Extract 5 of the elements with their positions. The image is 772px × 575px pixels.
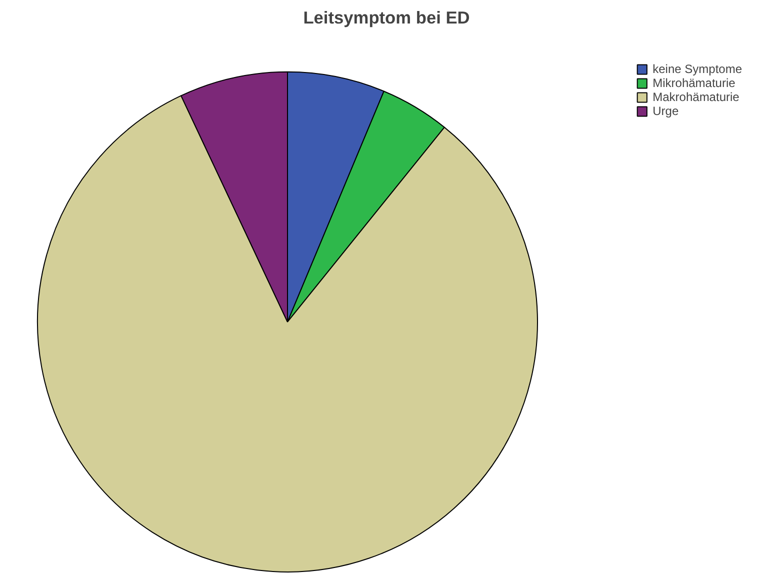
legend-label: keine Symptome [652, 62, 742, 76]
legend-label: Urge [652, 104, 679, 118]
legend-label: Makrohämaturie [652, 90, 740, 104]
legend-label: Mikrohämaturie [652, 76, 736, 90]
chart-title: Leitsymptom bei ED [303, 8, 470, 28]
